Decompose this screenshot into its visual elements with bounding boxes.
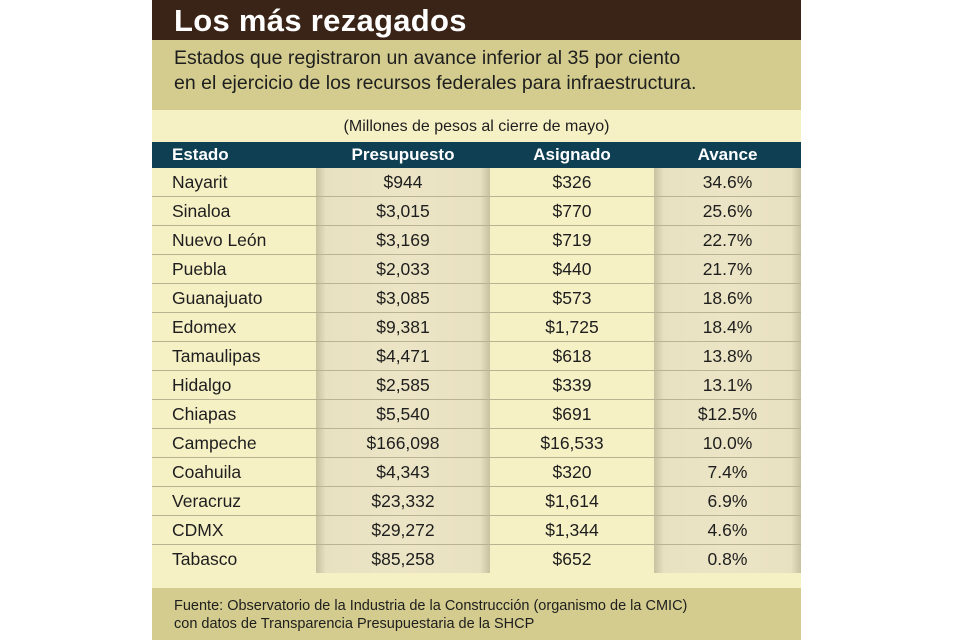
cell-asignado: $320 (490, 457, 654, 487)
cell-asignado: $652 (552, 548, 592, 569)
cell-avance: 4.6% (654, 515, 801, 545)
table-header-row: Estado Presupuesto Asignado Avance (152, 142, 801, 168)
cell-presupuesto: $5,540 (316, 399, 490, 429)
table-row: Tamaulipas $4,471 $618 13.8% (152, 341, 801, 371)
column-header-asignado: Asignado (490, 142, 654, 168)
cell-avance: 7.4% (654, 457, 801, 487)
cell-estado: Puebla (152, 254, 316, 284)
cell-asignado: $691 (490, 399, 654, 429)
cell-presupuesto: $3,085 (316, 283, 490, 313)
source-note: Fuente: Observatorio de la Industria de … (174, 597, 794, 633)
cell-estado: Coahuila (152, 457, 316, 487)
cell-estado: Hidalgo (152, 370, 316, 400)
cell-presupuesto: $4,343 (316, 457, 490, 487)
cell-estado: Chiapas (152, 399, 316, 429)
subtitle-line-2: en el ejercicio de los recursos federale… (174, 72, 697, 94)
data-table-wrapper: Estado Presupuesto Asignado Avance Nayar… (152, 142, 801, 573)
table-row: CDMX $29,272 $1,344 4.6% (152, 515, 801, 545)
cell-estado: Sinaloa (152, 196, 316, 226)
unit-note: (Millones de pesos al cierre de mayo) (343, 118, 610, 135)
cell-asignado: $326 (490, 168, 654, 197)
cell-avance: 34.6% (654, 168, 801, 197)
cell-estado: Veracruz (152, 486, 316, 516)
title-bar: Los más rezagados (152, 0, 801, 40)
cell-estado: Nuevo León (152, 225, 316, 255)
cell-presupuesto: $944 (316, 168, 490, 197)
table-row: Campeche $166,098 $16,533 10.0% (152, 428, 801, 458)
table-row: Edomex $9,381 $1,725 18.4% (152, 312, 801, 342)
cell-asignado: $339 (490, 370, 654, 400)
cell-estado: Edomex (152, 312, 316, 342)
cell-avance: 0.8% (654, 544, 801, 573)
column-header-estado: Estado (152, 142, 316, 168)
cell-presupuesto: $4,471 (316, 341, 490, 371)
cell-presupuesto: $9,381 (316, 312, 490, 342)
cell-asignado: $770 (490, 196, 654, 226)
cell-presupuesto: $29,272 (316, 515, 490, 545)
table-row: Tabasco $85,258 $652 0.8% (152, 544, 801, 573)
cell-asignado: $573 (490, 283, 654, 313)
table-row: Sinaloa $3,015 $770 25.6% (152, 196, 801, 226)
cell-presupuesto: $166,098 (316, 428, 490, 458)
cell-asignado: $440 (490, 254, 654, 284)
infographic: Los más rezagados Estados que registraro… (152, 0, 801, 640)
cell-estado: Tamaulipas (152, 341, 316, 371)
cell-estado: Nayarit (152, 168, 316, 197)
table-row: Chiapas $5,540 $691 $12.5% (152, 399, 801, 429)
subtitle-line-1: Estados que registraron un avance inferi… (174, 47, 681, 69)
cell-avance: 25.6% (654, 196, 801, 226)
cell-avance: 13.1% (654, 370, 801, 400)
table-row: Veracruz $23,332 $1,614 6.9% (152, 486, 801, 516)
cell-asignado: $1,614 (490, 486, 654, 516)
table-row: Puebla $2,033 $440 21.7% (152, 254, 801, 284)
cell-avance: 13.8% (654, 341, 801, 371)
table-row: Guanajuato $3,085 $573 18.6% (152, 283, 801, 313)
cell-presupuesto: $2,585 (316, 370, 490, 400)
cell-avance: 6.9% (654, 486, 801, 516)
subtitle: Estados que registraron un avance inferi… (174, 46, 794, 96)
cell-estado: Tabasco (172, 548, 238, 569)
cell-presupuesto: $85,258 (316, 544, 490, 573)
cell-asignado: $1,344 (490, 515, 654, 545)
column-header-avance: Avance (654, 142, 801, 168)
table-row: Nuevo León $3,169 $719 22.7% (152, 225, 801, 255)
cell-avance: 10.0% (654, 428, 801, 458)
subtitle-box: Estados que registraron un avance inferi… (152, 40, 801, 110)
table-row: Nayarit $944 $326 34.6% (152, 168, 801, 197)
cell-estado: CDMX (152, 515, 316, 545)
cell-avance: $12.5% (654, 399, 801, 429)
cell-presupuesto: $23,332 (316, 486, 490, 516)
source-line-1: Fuente: Observatorio de la Industria de … (174, 598, 688, 614)
source-footer: Fuente: Observatorio de la Industria de … (152, 588, 801, 640)
cell-estado: Guanajuato (152, 283, 316, 313)
column-header-presupuesto: Presupuesto (316, 142, 490, 168)
cell-avance: 21.7% (654, 254, 801, 284)
cell-asignado: $719 (490, 225, 654, 255)
cell-avance: 18.4% (654, 312, 801, 342)
page-title: Los más rezagados (174, 3, 467, 38)
table-row: Coahuila $4,343 $320 7.4% (152, 457, 801, 487)
table-row: Hidalgo $2,585 $339 13.1% (152, 370, 801, 400)
cell-presupuesto: $3,169 (316, 225, 490, 255)
cell-asignado: $16,533 (490, 428, 654, 458)
cell-asignado: $618 (490, 341, 654, 371)
data-table: Estado Presupuesto Asignado Avance Nayar… (152, 142, 801, 573)
cell-presupuesto: $3,015 (316, 196, 490, 226)
cell-avance: 18.6% (654, 283, 801, 313)
source-line-2: con datos de Transparencia Presupuestari… (174, 616, 535, 632)
cell-avance: 22.7% (654, 225, 801, 255)
cell-asignado: $1,725 (490, 312, 654, 342)
cell-estado: Campeche (152, 428, 316, 458)
cell-presupuesto: $2,033 (316, 254, 490, 284)
